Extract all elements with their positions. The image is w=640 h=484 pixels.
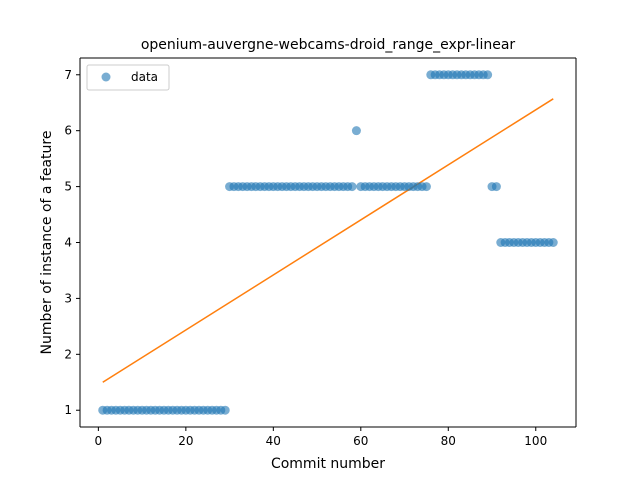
y-tick-label: 2 xyxy=(64,347,72,361)
x-tick-label: 0 xyxy=(95,434,103,448)
y-tick-label: 3 xyxy=(64,291,72,305)
plot-area xyxy=(80,58,576,427)
legend-marker-data xyxy=(101,72,111,82)
data-points xyxy=(98,70,558,415)
x-tick-label: 80 xyxy=(441,434,456,448)
data-point xyxy=(548,238,558,247)
data-point xyxy=(347,182,357,192)
x-tick-label: 100 xyxy=(524,434,547,448)
y-tick-label: 4 xyxy=(64,236,72,250)
y-tick-label: 5 xyxy=(64,180,72,194)
y-tick-label: 1 xyxy=(64,403,72,417)
x-axis-label: Commit number xyxy=(271,456,385,472)
fit-line xyxy=(102,98,554,383)
data-point xyxy=(351,126,361,136)
legend-box xyxy=(86,64,170,91)
data-point xyxy=(483,70,493,80)
x-tick-label: 20 xyxy=(178,434,193,448)
y-axis-ticks: 1 2 3 4 5 6 7 xyxy=(64,68,80,417)
x-tick-label: 40 xyxy=(266,434,281,448)
y-tick-label: 6 xyxy=(64,124,72,138)
fit-line-layer xyxy=(102,98,554,383)
chart-title: openium-auvergne-webcams-droid_range_exp… xyxy=(141,37,516,53)
x-axis-ticks: 0 20 40 60 80 100 xyxy=(95,427,547,448)
data-point xyxy=(421,182,431,192)
legend-label-data: data xyxy=(131,70,158,84)
axes-frame xyxy=(79,57,577,428)
x-tick-label: 60 xyxy=(353,434,368,448)
data-point xyxy=(491,182,501,192)
y-axis-label: Number of instance of a feature xyxy=(39,131,55,355)
y-tick-label: 7 xyxy=(64,68,72,82)
data-point xyxy=(220,405,230,415)
legend: data xyxy=(86,64,170,91)
